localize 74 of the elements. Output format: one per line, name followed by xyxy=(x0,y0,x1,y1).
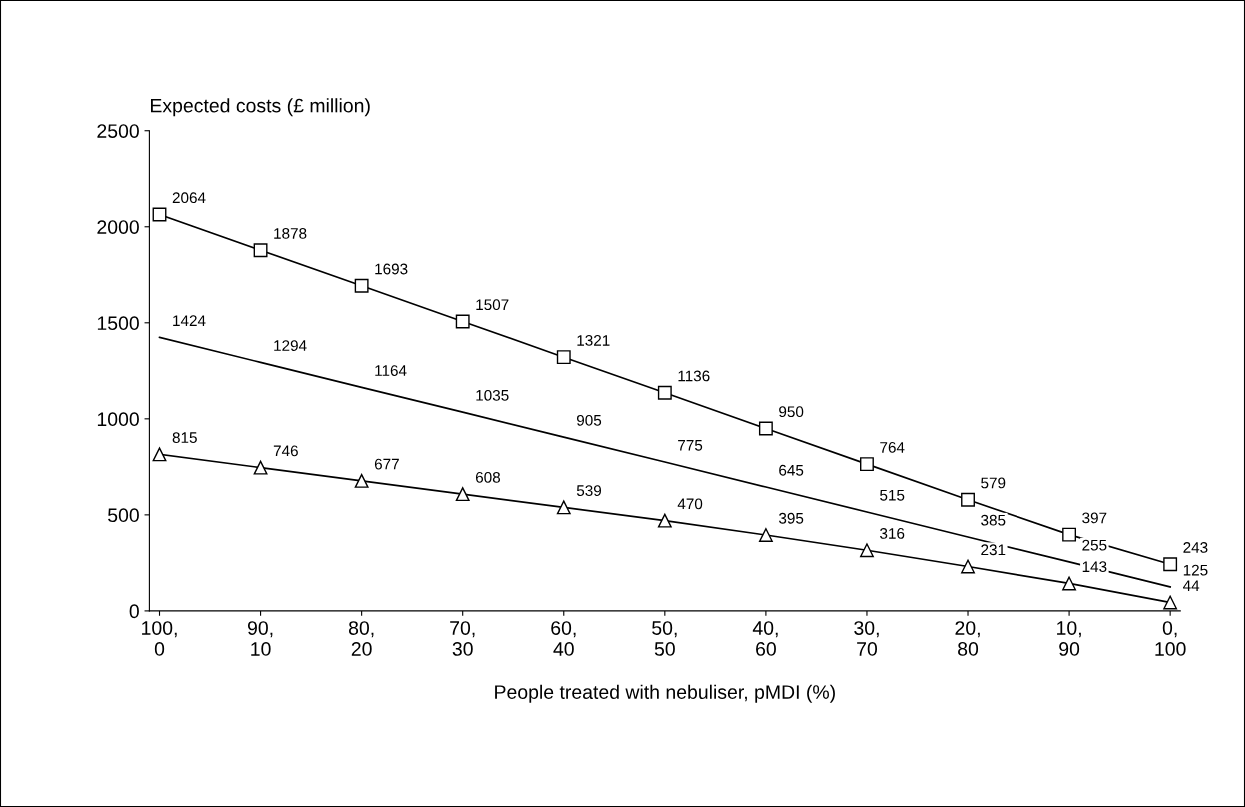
data-label: 905 xyxy=(576,414,602,426)
point xyxy=(556,500,571,515)
y-tick-label: 1500 xyxy=(97,316,139,331)
data-label: 397 xyxy=(1082,512,1107,524)
point xyxy=(657,385,672,400)
x-tick-label: 20, 80 xyxy=(955,621,980,656)
y-tick-label: 2500 xyxy=(97,124,139,138)
point xyxy=(354,278,369,293)
data-label: 1693 xyxy=(375,263,408,275)
data-label: 470 xyxy=(677,498,703,510)
x-tick-label: 30, 70 xyxy=(854,621,879,656)
x-tick-label: 40, 60 xyxy=(752,621,778,656)
point xyxy=(860,543,874,558)
data-label: 125 xyxy=(1183,564,1208,576)
data-label: 608 xyxy=(475,471,501,483)
x-tick-label: 10, 90 xyxy=(1057,621,1081,656)
point xyxy=(152,447,167,462)
data-label: 815 xyxy=(172,432,197,444)
point xyxy=(455,487,470,502)
data-label: 746 xyxy=(273,445,298,457)
point xyxy=(657,513,672,528)
x-axis-title: People treated with nebuliser, pMDI (%) xyxy=(495,684,835,703)
x-tick-label: 80, 20 xyxy=(348,621,374,656)
data-label: 143 xyxy=(1082,561,1107,573)
data-label: 243 xyxy=(1183,542,1208,553)
data-label: 539 xyxy=(576,485,602,497)
data-label: 395 xyxy=(778,512,804,524)
x-tick-label: 60, 40 xyxy=(551,621,576,656)
x-tick-label: 0, 100 xyxy=(1155,621,1186,656)
x-tick-label: 100, 0 xyxy=(142,621,177,656)
point xyxy=(1062,576,1077,591)
point xyxy=(1163,595,1178,610)
data-label: 950 xyxy=(779,406,804,418)
data-label: 255 xyxy=(1082,539,1107,551)
point xyxy=(860,457,874,472)
data-label: 44 xyxy=(1183,580,1200,591)
data-label: 764 xyxy=(880,441,905,453)
y-axis-title: Expected costs (£ million) xyxy=(151,98,370,117)
data-label: 515 xyxy=(880,489,905,501)
data-label: 385 xyxy=(981,514,1006,526)
data-label: 1424 xyxy=(173,315,206,326)
data-label: 1507 xyxy=(476,299,509,311)
point xyxy=(354,473,369,488)
data-label: 677 xyxy=(374,458,399,470)
x-tick-label: 90, 10 xyxy=(247,621,273,656)
line-series xyxy=(158,336,1171,588)
data-label: 1321 xyxy=(577,335,610,346)
x-tick-label: 70, 30 xyxy=(450,621,475,656)
data-label: 2064 xyxy=(172,192,206,204)
data-label: 1878 xyxy=(274,228,307,239)
point xyxy=(556,350,571,365)
data-label: 1035 xyxy=(476,389,509,401)
point xyxy=(961,559,975,574)
y-tick-label: 2000 xyxy=(97,220,139,234)
y-tick-label: 0 xyxy=(129,604,139,619)
point xyxy=(758,421,773,436)
data-label: 1294 xyxy=(274,340,307,352)
data-label: 1164 xyxy=(375,365,407,376)
x-tick-label: 50, 50 xyxy=(652,621,677,656)
point xyxy=(1062,527,1077,542)
point xyxy=(253,243,268,258)
y-tick-label: 1000 xyxy=(97,412,139,427)
point xyxy=(253,460,268,475)
point xyxy=(1163,557,1178,572)
y-tick-label: 500 xyxy=(108,508,139,523)
point xyxy=(455,314,470,329)
data-label: 316 xyxy=(880,528,905,539)
point xyxy=(961,492,975,507)
data-label: 579 xyxy=(981,477,1006,489)
data-label: 645 xyxy=(779,464,804,476)
data-label: 1136 xyxy=(678,370,710,382)
data-label: 775 xyxy=(678,440,703,451)
point xyxy=(758,528,773,542)
data-label: 231 xyxy=(981,544,1006,556)
